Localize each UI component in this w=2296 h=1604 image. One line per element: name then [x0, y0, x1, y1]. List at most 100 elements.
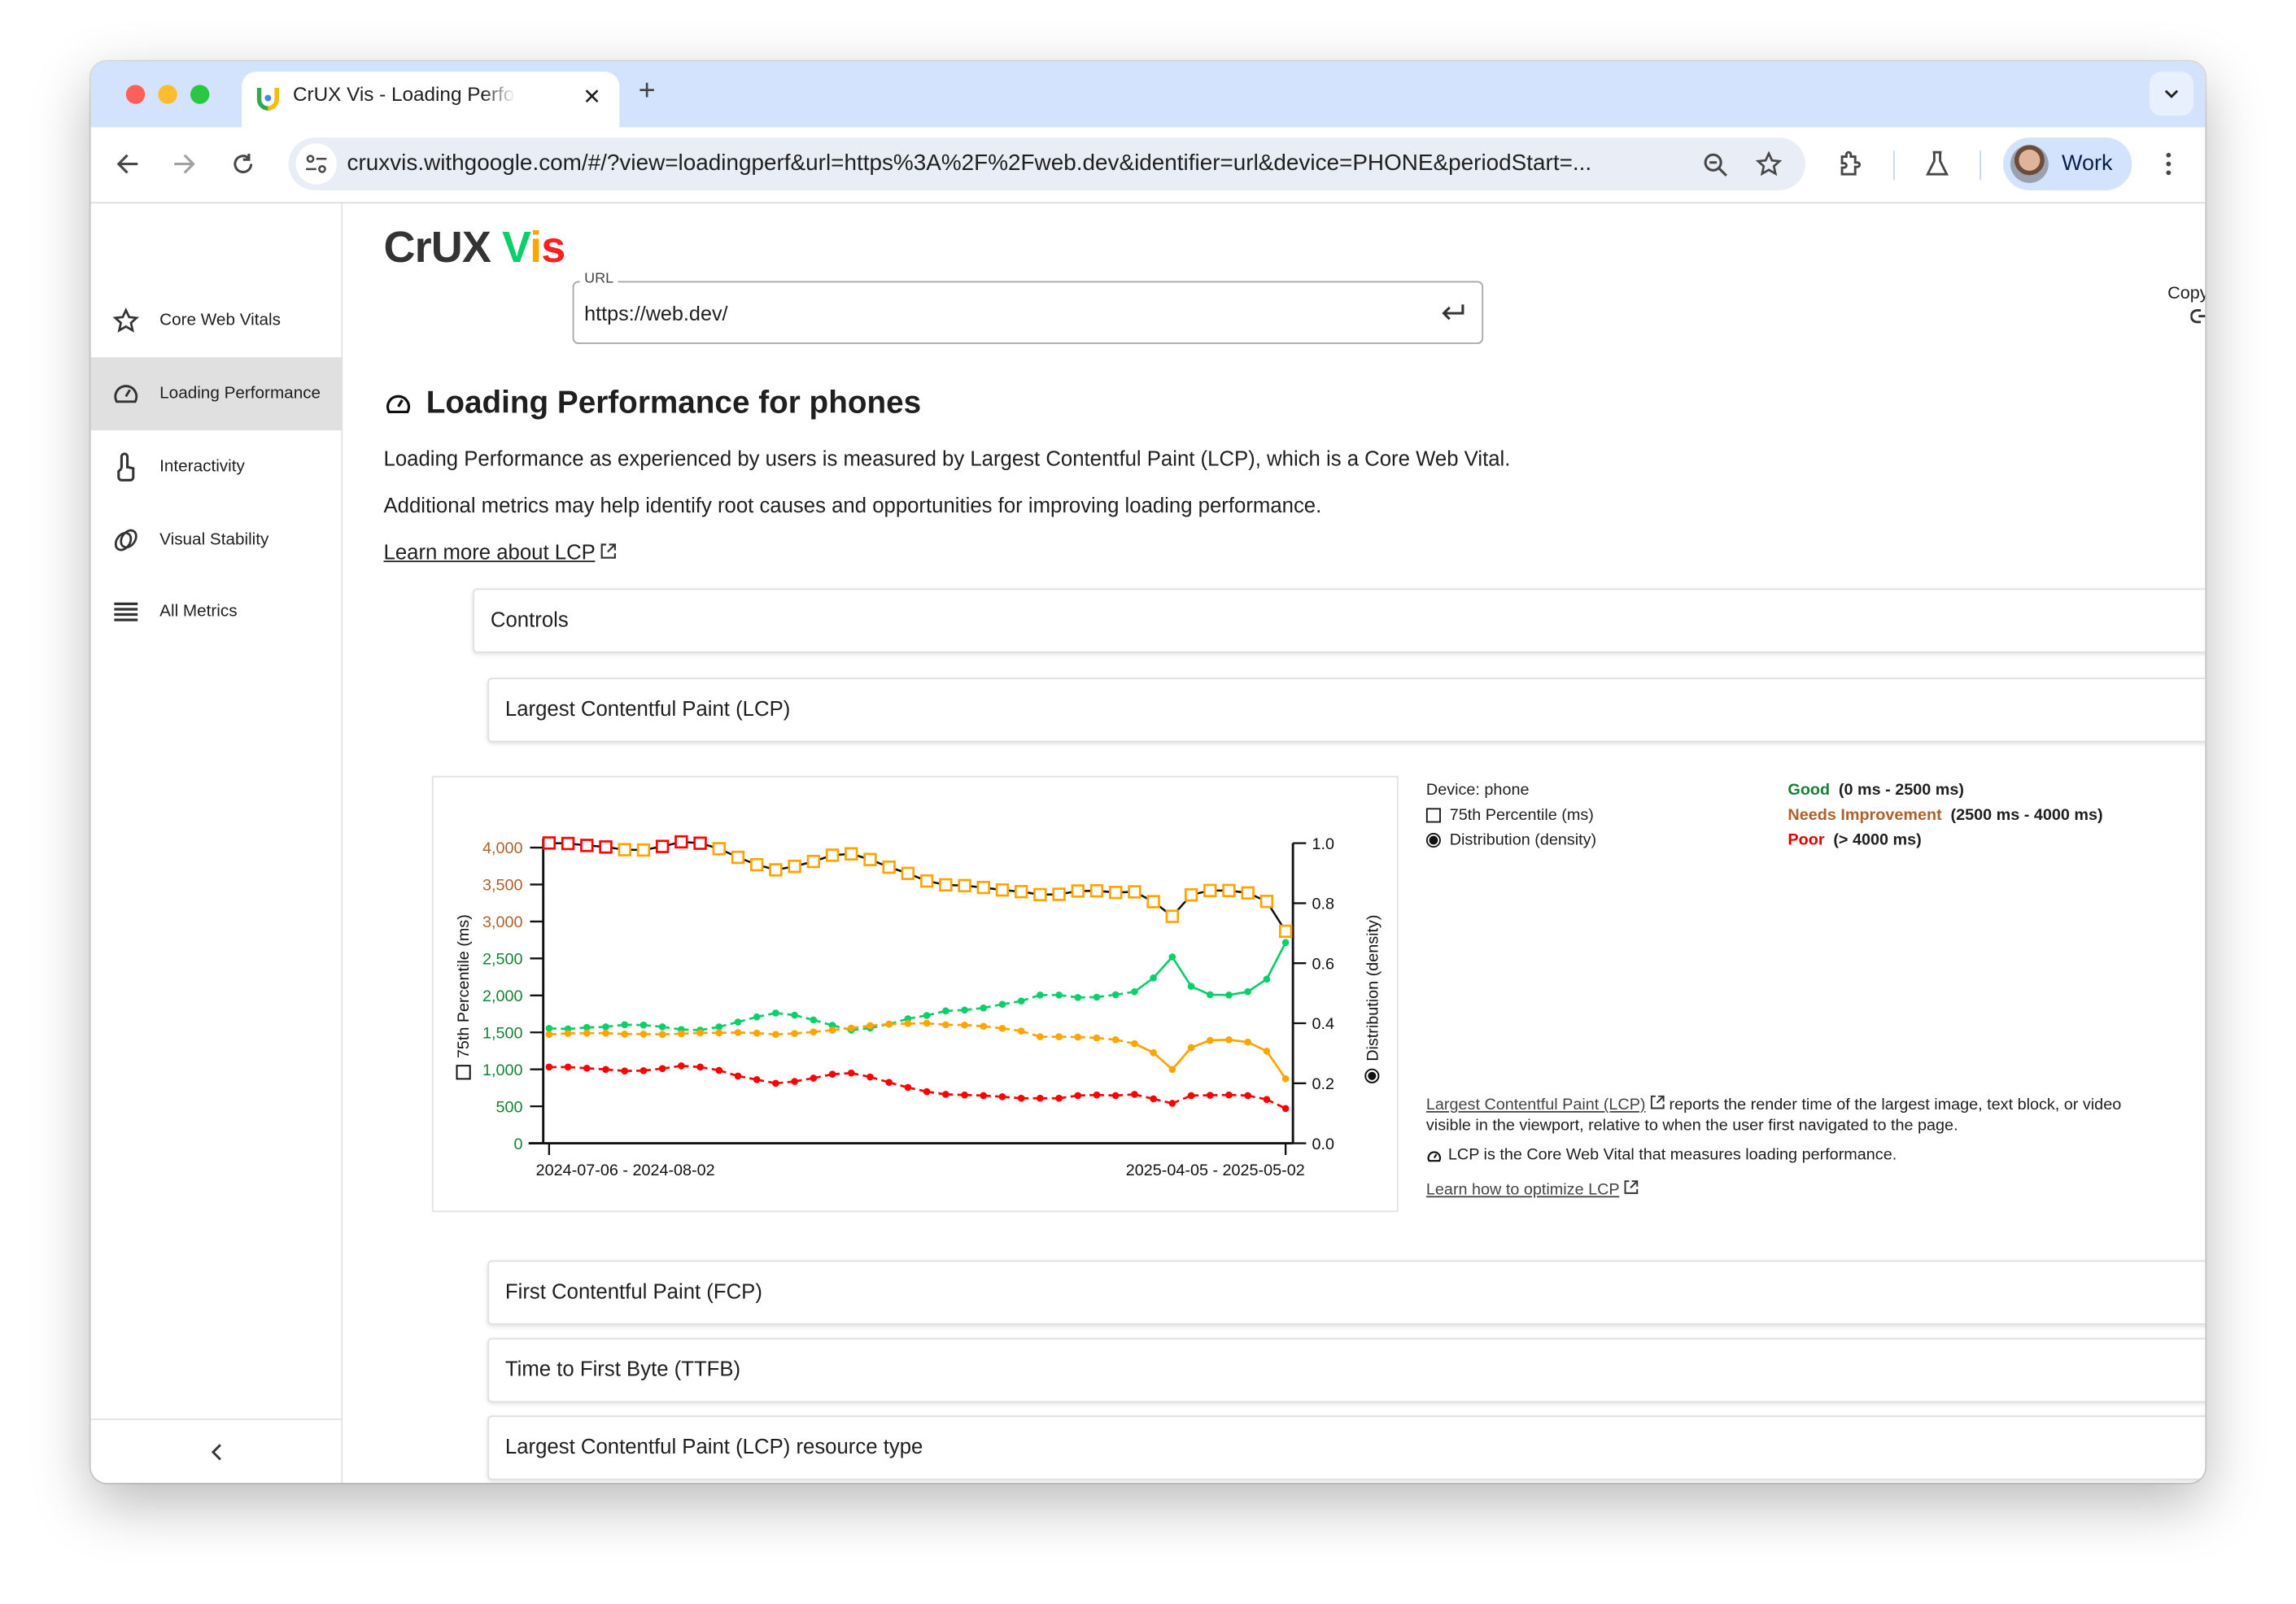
- lcp-docs-link[interactable]: Largest Contentful Paint (LCP): [1425, 1096, 1646, 1114]
- distribution-line-ni: [1265, 1050, 1287, 1080]
- good-range: (0 ms - 2500 ms): [1838, 781, 1964, 799]
- ttfb-panel[interactable]: Time to First Byte (TTFB): [487, 1337, 2206, 1403]
- legend-distribution[interactable]: Distribution (density): [1425, 827, 1596, 852]
- distribution-line-good: [1171, 956, 1193, 987]
- p75-point: [901, 866, 915, 880]
- distribution-point-good: [1281, 939, 1290, 947]
- distribution-point-good: [1168, 953, 1176, 961]
- distribution-point-poor: [753, 1076, 761, 1083]
- legend-good: Good (0 ms - 2500 ms): [1787, 778, 2102, 803]
- distribution-point-good: [828, 1022, 836, 1029]
- distribution-point-ni: [602, 1029, 609, 1037]
- sidebar-item-visual-stability[interactable]: Visual Stability: [91, 503, 343, 577]
- lcp-panel-title: Largest Contentful Paint (LCP): [504, 698, 791, 722]
- lcp-panel-header[interactable]: Largest Contentful Paint (LCP): [487, 678, 2206, 743]
- right-axis-tick-label: 0.6: [1312, 955, 1335, 973]
- gauge-icon: [386, 394, 411, 413]
- learn-more-text[interactable]: Learn more about LCP: [383, 541, 596, 565]
- url-input-value[interactable]: https://web.dev/: [584, 301, 728, 325]
- threshold-legend: Good (0 ms - 2500 ms) Needs Improvement (2…: [1787, 778, 2102, 852]
- distribution-point-ni: [1187, 1044, 1195, 1052]
- distribution-point-ni: [810, 1028, 818, 1036]
- optimize-lcp-link[interactable]: Learn how to optimize LCP: [1426, 1180, 2129, 1201]
- distribution-point-poor: [923, 1087, 931, 1096]
- extensions-button[interactable]: [1835, 148, 1867, 181]
- close-window-button[interactable]: [125, 85, 146, 104]
- browser-tab[interactable]: CrUX Vis - Loading Performance ✕: [241, 72, 620, 128]
- chevron-left-icon: [211, 1443, 221, 1460]
- browser-menu-button[interactable]: [2153, 148, 2185, 181]
- rings-icon: [114, 529, 137, 551]
- sidebar-item-loading-performance[interactable]: Loading Performance: [90, 357, 343, 431]
- distribution-point-poor: [1055, 1094, 1063, 1102]
- p75-point: [995, 883, 1010, 897]
- p75-line: [548, 840, 1287, 932]
- avatar: [2010, 145, 2049, 183]
- distribution-point-poor: [658, 1065, 666, 1073]
- maximize-window-button[interactable]: [190, 85, 210, 104]
- p75-point: [1109, 886, 1123, 900]
- minimize-window-button[interactable]: [158, 85, 177, 104]
- url-text[interactable]: cruxvis.withgoogle.com/#/?view=loadingpe…: [347, 150, 1592, 176]
- sidebar-item-all-metrics[interactable]: All Metrics: [91, 575, 343, 648]
- right-axis-tick-label: 0.8: [1312, 896, 1335, 913]
- site-info-button[interactable]: [295, 143, 337, 185]
- page-title: Loading Performance for phones: [384, 385, 922, 421]
- new-tab-button[interactable]: +: [638, 74, 656, 107]
- distribution-point-ni: [1037, 1033, 1044, 1040]
- learn-more-lcp-link[interactable]: Learn more about LCP: [384, 542, 618, 565]
- p75-point: [1203, 883, 1217, 898]
- labs-button[interactable]: [1921, 148, 1953, 181]
- distribution-point-ni: [942, 1021, 949, 1029]
- sidebar-item-label: Interactivity: [159, 458, 245, 476]
- close-tab-icon[interactable]: ✕: [583, 85, 601, 110]
- left-axis-tick-label: 0: [513, 1135, 522, 1153]
- browser-window: CrUX Vis - Loading Performance ✕ + cruxv…: [90, 61, 2206, 1484]
- sidebar-item-interactivity[interactable]: Interactivity: [91, 430, 343, 503]
- profile-button[interactable]: Work: [2002, 137, 2132, 190]
- lcp-resource-type-panel[interactable]: Largest Contentful Paint (LCP) resource …: [487, 1415, 2206, 1480]
- right-axis-tick-label: 0.2: [1312, 1075, 1335, 1093]
- p75-point: [636, 843, 651, 857]
- logo-letter: i: [530, 224, 542, 272]
- url-input[interactable]: URL https://web.dev/: [572, 270, 1484, 344]
- external-link-icon: [601, 543, 617, 559]
- copy-link-button[interactable]: Copy link: [2145, 282, 2206, 330]
- distribution-point-ni: [1150, 1048, 1157, 1057]
- sidebar-item-label: Loading Performance: [159, 385, 321, 403]
- zoom-icon[interactable]: [1703, 152, 1728, 177]
- reload-icon: [234, 153, 253, 174]
- sidebar-item-core-web-vitals[interactable]: Core Web Vitals: [91, 284, 343, 357]
- distribution-point-good: [715, 1023, 723, 1031]
- distribution-point-good: [810, 1016, 818, 1024]
- distribution-point-poor: [696, 1063, 704, 1071]
- distribution-point-poor: [810, 1074, 818, 1082]
- back-button[interactable]: [111, 148, 144, 181]
- distribution-point-poor: [1168, 1100, 1176, 1107]
- distribution-point-ni: [1074, 1033, 1082, 1041]
- distribution-point-poor: [1206, 1092, 1214, 1099]
- distribution-point-good: [1017, 997, 1025, 1005]
- fcp-panel[interactable]: First Contentful Paint (FCP): [487, 1260, 2206, 1325]
- reload-button[interactable]: [227, 148, 260, 181]
- logo-letter: V: [502, 224, 530, 272]
- p75-point: [882, 860, 896, 874]
- distribution-point-good: [980, 1004, 988, 1012]
- distribution-point-poor: [980, 1092, 988, 1100]
- distribution-point-good: [621, 1021, 629, 1029]
- controls-panel[interactable]: Controls: [473, 588, 2206, 653]
- optimize-lcp-text[interactable]: Learn how to optimize LCP: [1425, 1181, 1620, 1199]
- forward-button[interactable]: [168, 148, 201, 181]
- tab-search-button[interactable]: [2149, 72, 2193, 116]
- collapse-sidebar-button[interactable]: [90, 1418, 343, 1483]
- distribution-point-poor: [1037, 1094, 1044, 1102]
- enter-icon[interactable]: [1441, 303, 1466, 322]
- legend-p75[interactable]: 75th Percentile (ms): [1425, 802, 1596, 827]
- distribution-point-good: [961, 1006, 968, 1014]
- crux-vis-logo[interactable]: CrUX Vis: [384, 224, 566, 273]
- bookmark-star-icon[interactable]: [1755, 150, 1783, 177]
- address-bar[interactable]: cruxvis.withgoogle.com/#/?view=loadingpe…: [288, 137, 1806, 190]
- cwv-note-text: LCP is the Core Web Vital that measures …: [1447, 1146, 1897, 1164]
- p75-point: [958, 878, 971, 893]
- distribution-point-ni: [734, 1029, 742, 1036]
